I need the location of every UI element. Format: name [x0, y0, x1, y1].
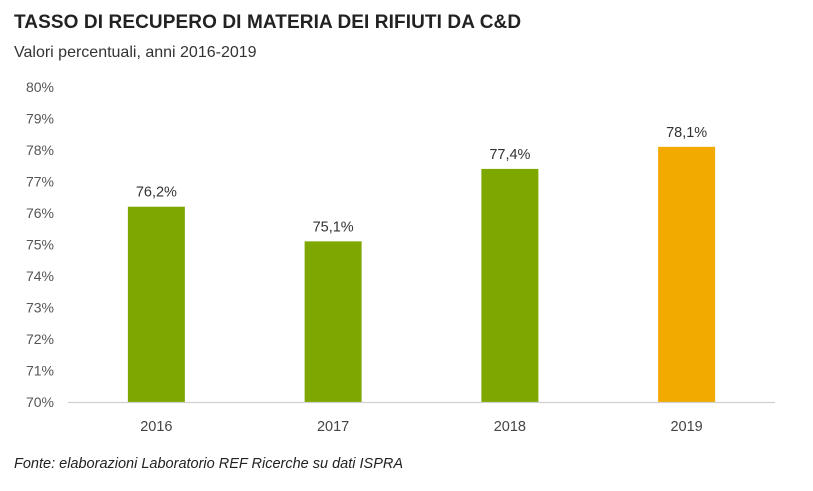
data-label-2017: 75,1% — [313, 219, 354, 235]
y-tick-label: 75% — [26, 237, 54, 253]
y-tick-label: 74% — [26, 268, 54, 284]
y-tick-label: 76% — [26, 205, 54, 221]
y-tick-label: 78% — [26, 142, 54, 158]
x-axis: 2016 2017 2018 2019 — [68, 401, 775, 435]
bars: 76,2% 75,1% 77,4% 78,1% — [127, 125, 716, 402]
chart-title: TASSO DI RECUPERO DI MATERIA DEI RIFIUTI… — [14, 12, 522, 33]
y-tick-label: 70% — [26, 394, 54, 410]
x-tick-label-2017: 2017 — [317, 419, 349, 435]
chart-subtitle: Valori percentuali, anni 2016-2019 — [14, 44, 257, 61]
y-tick-label: 71% — [26, 363, 54, 379]
data-label-2018: 77,4% — [489, 147, 530, 163]
x-tick-label-2019: 2019 — [670, 419, 702, 435]
y-tick-label: 77% — [26, 174, 54, 190]
bar-2018 — [481, 168, 539, 402]
y-tick-label: 73% — [26, 300, 54, 316]
y-tick-label: 72% — [26, 331, 54, 347]
y-tick-label: 80% — [26, 79, 54, 95]
data-label-2019: 78,1% — [666, 125, 707, 141]
x-tick-label-2018: 2018 — [494, 419, 526, 435]
bar-2016 — [127, 206, 185, 402]
bar-2019 — [658, 146, 716, 402]
x-tick-label-2016: 2016 — [140, 419, 172, 435]
y-axis: 70% 71% 72% 73% 74% 75% 76% 77% 78% 79% 80% — [26, 79, 54, 410]
bar-2017 — [304, 241, 362, 402]
y-tick-label: 79% — [26, 111, 54, 127]
source-note: Fonte: elaborazioni Laboratorio REF Rice… — [14, 456, 404, 472]
data-label-2016: 76,2% — [136, 185, 177, 201]
